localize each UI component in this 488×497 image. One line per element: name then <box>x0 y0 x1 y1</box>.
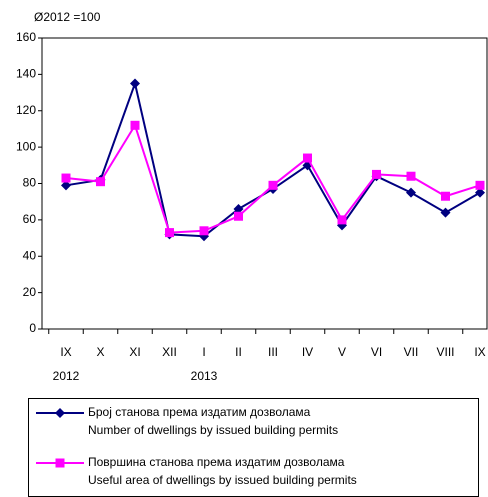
x-tick-label: IV <box>302 345 313 359</box>
marker <box>475 180 485 190</box>
x-tick-label: I <box>202 345 205 359</box>
y-tick-label: 140 <box>16 67 36 81</box>
x-tick-label: II <box>235 345 242 359</box>
marker <box>406 187 416 198</box>
y-tick-label: 20 <box>23 285 37 299</box>
series-line <box>65 79 481 238</box>
y-tick-label: 40 <box>23 248 37 262</box>
marker <box>441 191 450 201</box>
series-line <box>65 122 481 234</box>
marker <box>55 458 65 468</box>
marker <box>475 187 485 198</box>
x-tick-label: XI <box>129 345 140 359</box>
x-tick-label: X <box>96 345 104 359</box>
x-tick-label: III <box>268 345 278 359</box>
x-tick-label: IX <box>474 345 485 359</box>
legend-label: Useful area of dwellings by issued build… <box>88 473 357 487</box>
subtitle: Ø2012 =100 <box>34 10 101 24</box>
marker <box>303 153 312 163</box>
legend-label: Површина станова према издатим дозволама <box>88 455 345 469</box>
y-tick-label: 80 <box>23 176 37 190</box>
marker <box>165 228 174 238</box>
y-tick-label: 0 <box>29 321 36 335</box>
marker <box>96 177 105 187</box>
legend-label: Number of dwellings by issued building p… <box>88 423 338 437</box>
x-tick-label: VIII <box>436 345 454 359</box>
x-tick-label: V <box>338 345 346 359</box>
marker <box>440 207 451 218</box>
marker <box>130 120 140 130</box>
marker <box>233 203 244 214</box>
year-label: 2012 <box>53 369 80 383</box>
marker <box>372 169 381 179</box>
marker <box>130 78 140 89</box>
marker <box>55 408 65 418</box>
marker <box>199 226 209 236</box>
x-tick-label: VI <box>371 345 382 359</box>
x-tick-label: XII <box>162 345 177 359</box>
marker <box>406 171 416 181</box>
plot-area <box>41 37 488 330</box>
marker <box>234 211 243 221</box>
y-tick-label: 60 <box>23 212 37 226</box>
y-tick-label: 100 <box>16 139 36 153</box>
marker <box>337 215 347 225</box>
year-label: 2013 <box>191 369 218 383</box>
legend-label: Број станова према издатим дозволама <box>88 405 311 419</box>
marker <box>61 180 71 191</box>
x-tick-label: VII <box>404 345 419 359</box>
marker <box>268 180 278 190</box>
y-tick-label: 120 <box>16 103 36 117</box>
x-tick-label: IX <box>60 345 71 359</box>
marker <box>61 173 71 183</box>
y-tick-label: 160 <box>16 30 36 44</box>
